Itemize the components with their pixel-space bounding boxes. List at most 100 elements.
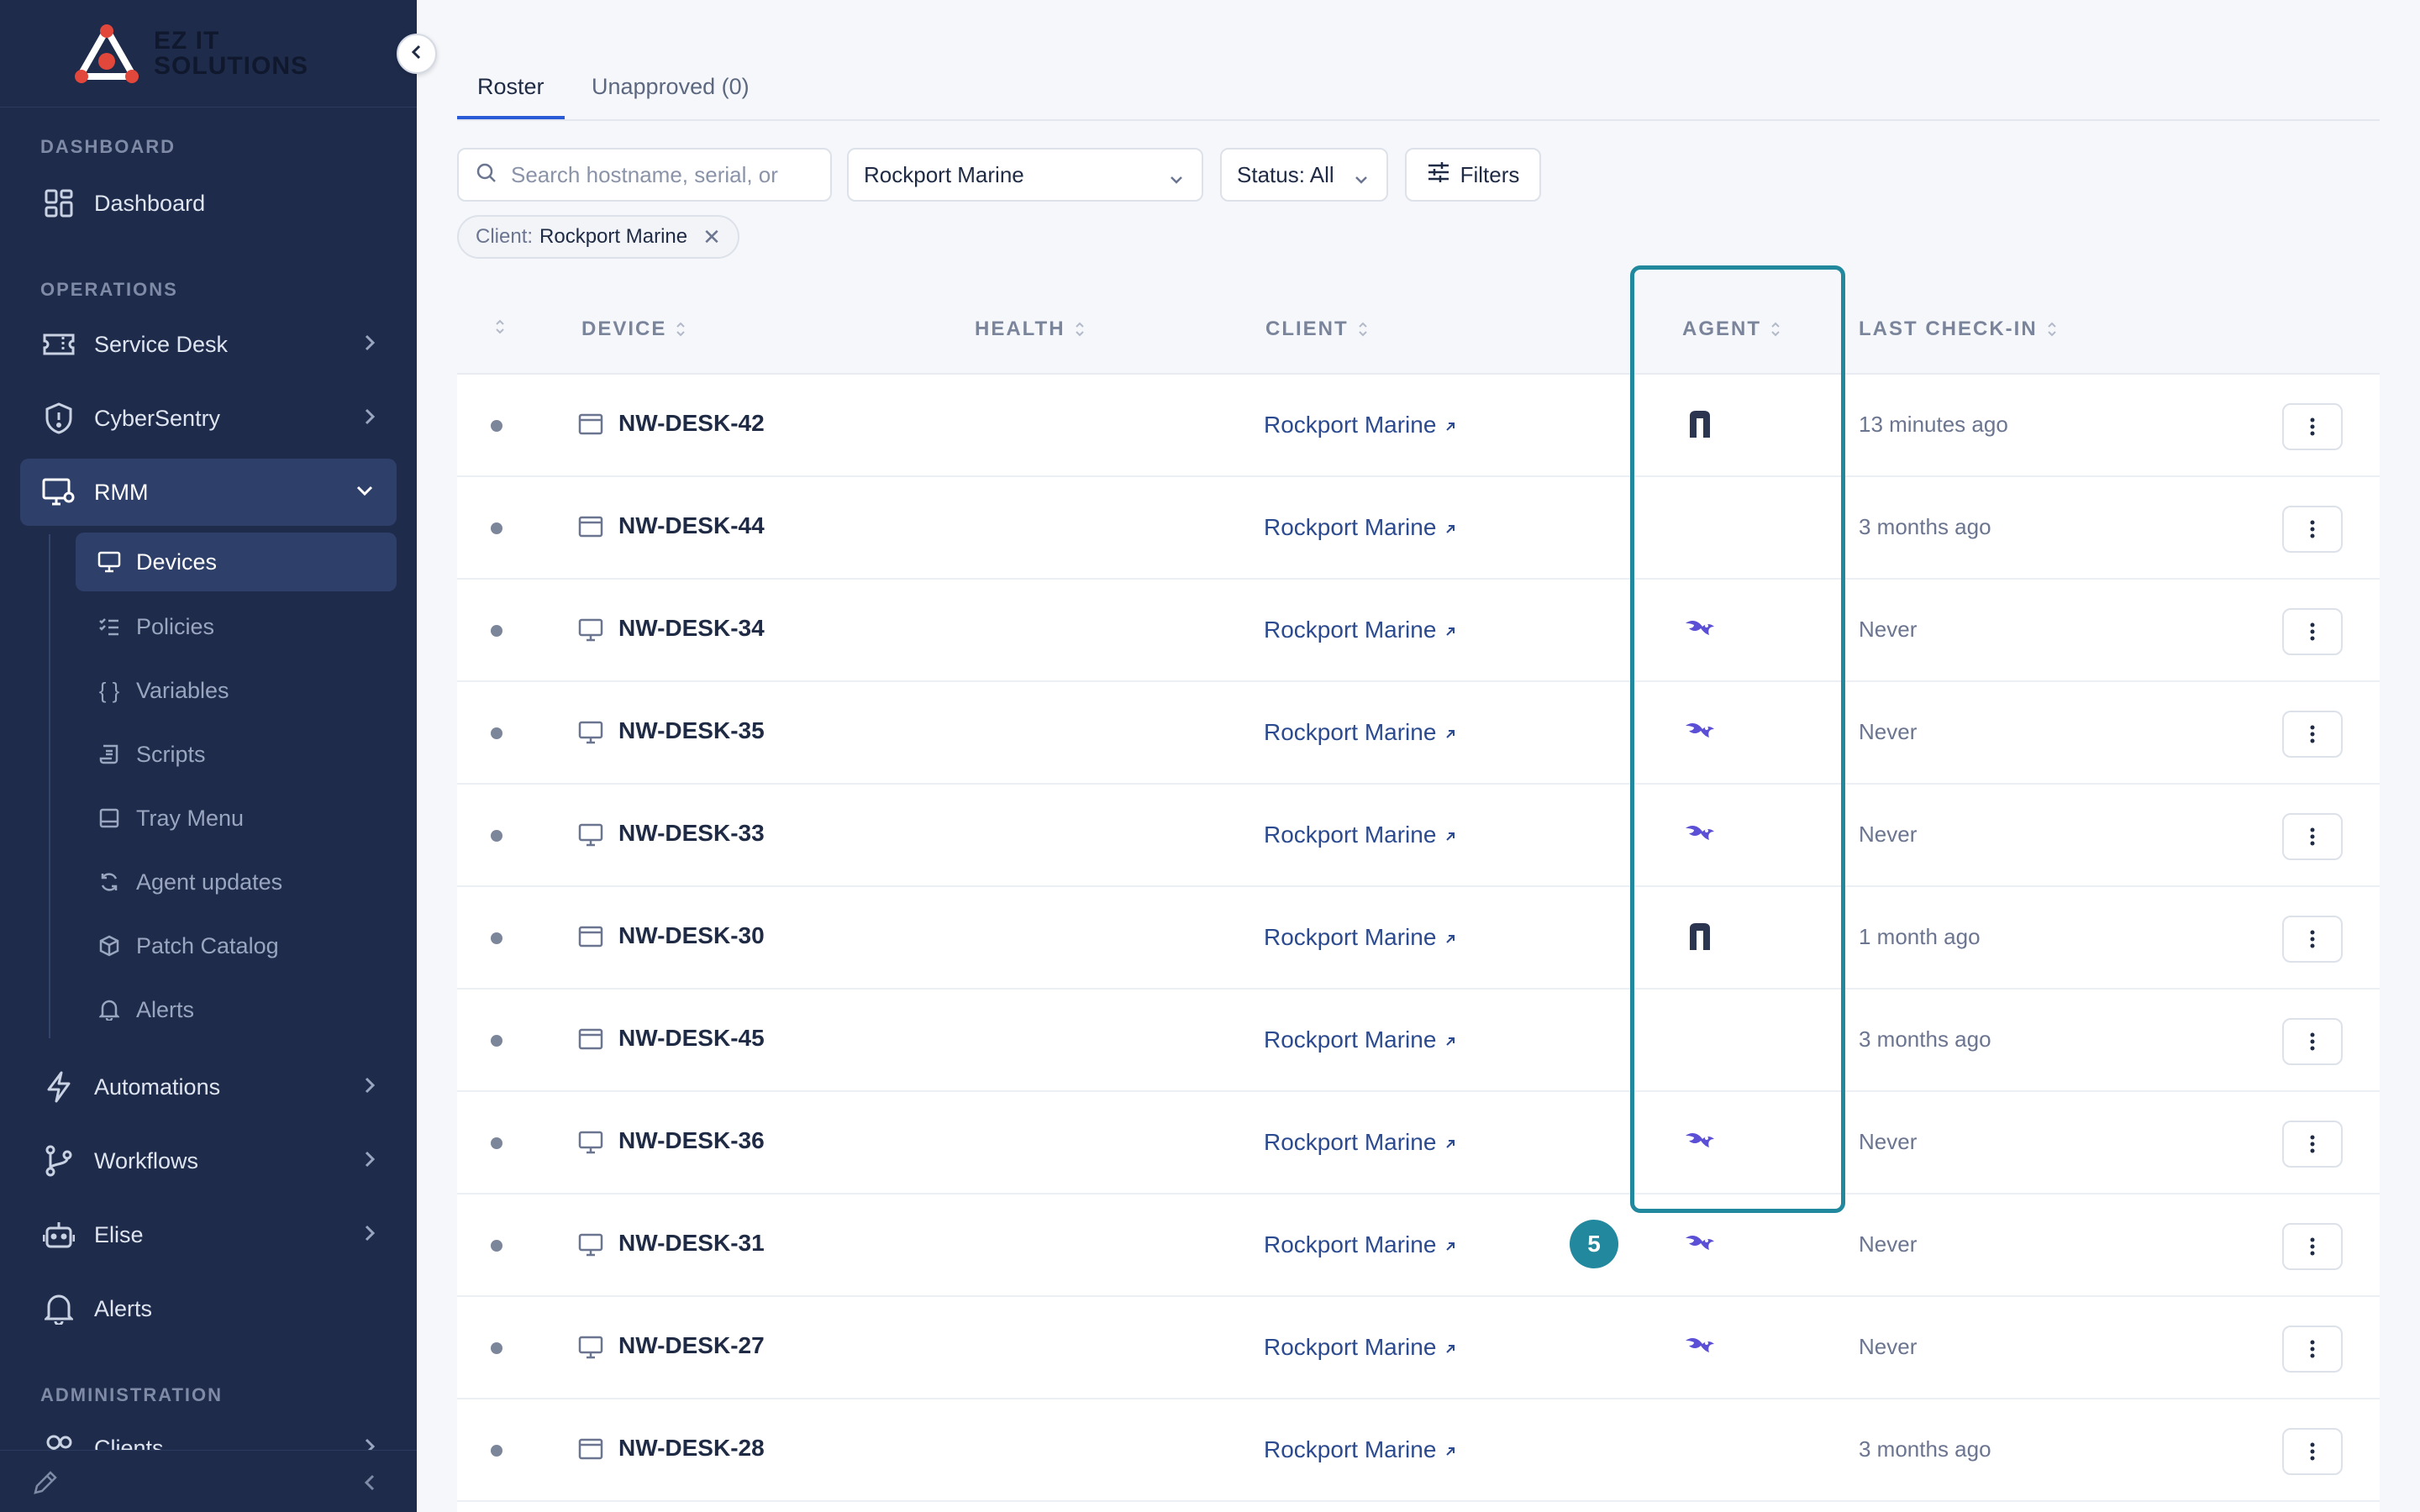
search-input[interactable] — [511, 161, 830, 188]
sidebar-item-cybersentry[interactable]: CyberSentry — [20, 385, 397, 452]
table-row[interactable]: NW-DESK-34 Rockport Marine Never — [457, 580, 2380, 682]
sidebar-subitem-alerts[interactable]: Alerts — [76, 980, 397, 1039]
bird-agent-icon — [1679, 711, 1721, 753]
row-actions-button[interactable] — [2282, 608, 2343, 655]
device-name[interactable]: NW-DESK-45 — [618, 1025, 765, 1051]
filters-button[interactable]: Filters — [1405, 148, 1541, 202]
package-icon — [96, 932, 123, 959]
client-link[interactable]: Rockport Marine — [1264, 1129, 1456, 1156]
table-row[interactable]: NW-DESK-27 Rockport Marine Never — [457, 1297, 2380, 1399]
sidebar-subitem-variables[interactable]: { } Variables — [76, 661, 397, 720]
table-row[interactable]: NW-DESK-33 Rockport Marine Never — [457, 785, 2380, 887]
tab-roster[interactable]: Roster — [477, 74, 544, 99]
select-sort-icon[interactable] — [494, 318, 506, 336]
table-row[interactable]: NW-DESK-36 Rockport Marine Never — [457, 1092, 2380, 1194]
client-link[interactable]: Rockport Marine — [1264, 1231, 1456, 1258]
row-actions-button[interactable] — [2282, 1121, 2343, 1168]
client-link[interactable]: Rockport Marine — [1264, 719, 1456, 746]
client-link[interactable]: Rockport Marine — [1264, 514, 1456, 541]
external-link-icon — [1444, 719, 1456, 746]
device-name[interactable]: NW-DESK-35 — [618, 717, 765, 743]
sidebar-subitem-patch-catalog[interactable]: Patch Catalog — [76, 916, 397, 975]
sidebar-item-elise[interactable]: Elise — [20, 1201, 397, 1268]
sort-icon — [1075, 322, 1084, 337]
table-row[interactable]: NW-DESK-30 Rockport Marine 1 month ago — [457, 887, 2380, 990]
sidebar-item-service-desk[interactable]: Service Desk — [20, 311, 397, 378]
sidebar-item-workflows[interactable]: Workflows — [20, 1127, 397, 1194]
row-actions-button[interactable] — [2282, 506, 2343, 553]
brand[interactable]: EZ IT SOLUTIONS — [0, 0, 417, 108]
header-agent[interactable]: AGENT — [1682, 318, 1781, 341]
status-dot — [491, 932, 502, 944]
device-name[interactable]: NW-DESK-27 — [618, 1332, 765, 1358]
sidebar-subitem-devices[interactable]: Devices — [76, 533, 397, 591]
row-actions-button[interactable] — [2282, 711, 2343, 758]
table-row[interactable]: NW-DESK-44 Rockport Marine 3 months ago — [457, 477, 2380, 580]
device-name[interactable]: NW-DESK-44 — [618, 512, 765, 538]
table-row[interactable]: NW-DESK-28 Rockport Marine 3 months ago — [457, 1399, 2380, 1502]
chevron-right-icon — [363, 1074, 376, 1103]
device-name[interactable]: NW-DESK-30 — [618, 922, 765, 948]
sidebar-item-automations[interactable]: Automations — [20, 1053, 397, 1121]
client-link[interactable]: Rockport Marine — [1264, 822, 1456, 848]
header-health[interactable]: HEALTH — [975, 318, 1086, 341]
sidebar-item-label: CyberSentry — [94, 405, 221, 431]
sidebar-subitem-tray-menu[interactable]: Tray Menu — [76, 789, 397, 848]
client-link[interactable]: Rockport Marine — [1264, 924, 1456, 951]
sidebar-item-label: Dashboard — [94, 190, 206, 216]
table-row[interactable]: NW-DESK-31 Rockport Marine Never — [457, 1194, 2380, 1297]
client-link-label: Rockport Marine — [1264, 617, 1437, 643]
client-link-label: Rockport Marine — [1264, 514, 1437, 540]
client-link[interactable]: Rockport Marine — [1264, 1334, 1456, 1361]
sidebar-toggle-button[interactable] — [397, 34, 437, 74]
client-link[interactable]: Rockport Marine — [1264, 412, 1456, 438]
section-administration: ADMINISTRATION — [40, 1384, 224, 1405]
sidebar-item-rmm[interactable]: RMM — [20, 459, 397, 526]
device-name[interactable]: NW-DESK-36 — [618, 1127, 765, 1153]
header-device[interactable]: DEVICE — [581, 318, 687, 341]
search-box[interactable] — [457, 148, 832, 202]
device-name[interactable]: NW-DESK-31 — [618, 1230, 765, 1256]
row-actions-button[interactable] — [2282, 813, 2343, 860]
sidebar-item-dashboard[interactable]: Dashboard — [20, 170, 397, 237]
row-actions-button[interactable] — [2282, 916, 2343, 963]
device-name[interactable]: NW-DESK-34 — [618, 615, 765, 641]
status-select[interactable]: Status: All — [1220, 148, 1388, 202]
monitor-gear-icon — [40, 474, 77, 511]
sidebar-subitem-agent-updates[interactable]: Agent updates — [76, 853, 397, 911]
row-actions-button[interactable] — [2282, 403, 2343, 450]
sidebar-subitem-scripts[interactable]: Scripts — [76, 725, 397, 784]
close-icon[interactable]: ✕ — [702, 223, 721, 249]
sidebar-item-label: Service Desk — [94, 331, 229, 357]
device-name[interactable]: NW-DESK-33 — [618, 820, 765, 846]
header-last-checkin[interactable]: LAST CHECK-IN — [1859, 318, 2058, 341]
client-link[interactable]: Rockport Marine — [1264, 1436, 1456, 1463]
status-select-value: Status: All — [1237, 161, 1334, 187]
chevron-right-icon — [363, 1221, 376, 1251]
last-checkin: Never — [1859, 719, 1918, 744]
row-actions-button[interactable] — [2282, 1428, 2343, 1475]
last-checkin: Never — [1859, 1129, 1918, 1154]
external-link-icon — [1444, 617, 1456, 643]
table-row[interactable]: NW-DESK-35 Rockport Marine Never — [457, 682, 2380, 785]
row-actions-button[interactable] — [2282, 1223, 2343, 1270]
sidebar-subitem-policies[interactable]: Policies — [76, 597, 397, 656]
device-name[interactable]: NW-DESK-42 — [618, 410, 765, 436]
client-link[interactable]: Rockport Marine — [1264, 1026, 1456, 1053]
kebab-icon — [2310, 1135, 2315, 1153]
header-client[interactable]: CLIENT — [1265, 318, 1369, 341]
kebab-icon — [2310, 1032, 2315, 1051]
client-select[interactable]: Rockport Marine — [847, 148, 1203, 202]
row-actions-button[interactable] — [2282, 1326, 2343, 1373]
device-name[interactable]: NW-DESK-28 — [618, 1435, 765, 1461]
client-link[interactable]: Rockport Marine — [1264, 617, 1456, 643]
table-row[interactable]: NW-DESK-42 Rockport Marine 13 minutes ago — [457, 375, 2380, 477]
sidebar-item-alerts[interactable]: Alerts — [20, 1275, 397, 1342]
row-actions-button[interactable] — [2282, 1018, 2343, 1065]
section-dashboard: DASHBOARD — [40, 136, 176, 157]
pencil-icon[interactable] — [32, 1469, 59, 1500]
sort-icon — [676, 322, 686, 337]
tab-unapproved[interactable]: Unapproved (0) — [592, 74, 750, 99]
collapse-sidebar-icon[interactable] — [360, 1471, 380, 1499]
table-row[interactable]: NW-DESK-45 Rockport Marine 3 months ago — [457, 990, 2380, 1092]
